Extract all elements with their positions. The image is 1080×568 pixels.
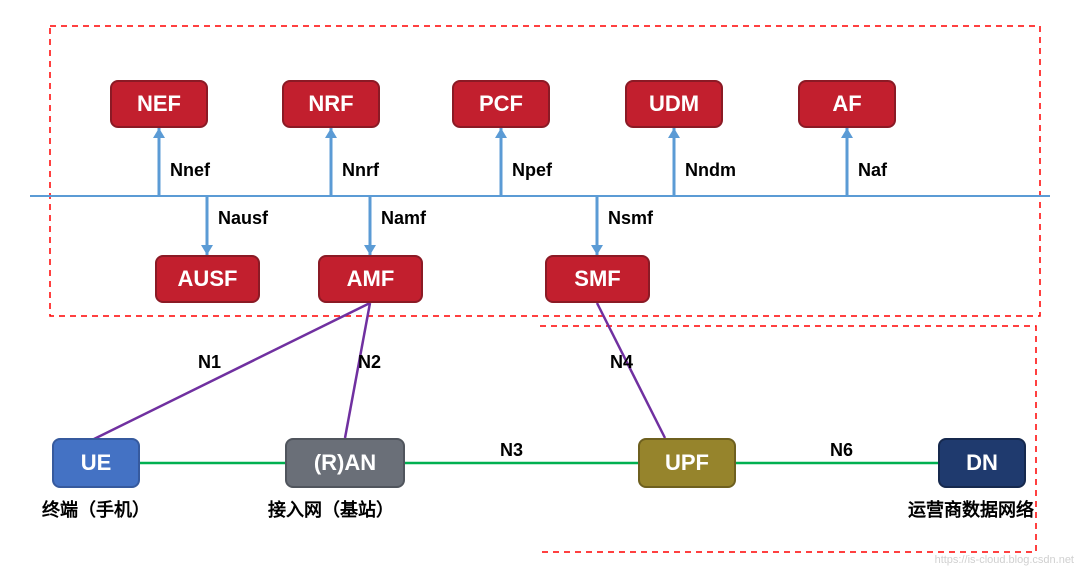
ue-sublabel: 终端（手机） <box>42 496 150 522</box>
smf-box: SMF <box>545 255 650 303</box>
nef-box: NEF <box>110 80 208 128</box>
smf-iface-label: Nsmf <box>608 208 653 229</box>
n1-label: N1 <box>198 352 221 373</box>
nef-iface-label: Nnef <box>170 160 210 181</box>
dn-box: DN <box>938 438 1026 488</box>
pcf-box: PCF <box>452 80 550 128</box>
pcf-iface-label: Npef <box>512 160 552 181</box>
nrf-box: NRF <box>282 80 380 128</box>
udm-box: UDM <box>625 80 723 128</box>
udm-iface-label: Nndm <box>685 160 736 181</box>
ran-box: (R)AN <box>285 438 405 488</box>
ran-sublabel: 接入网（基站） <box>268 496 394 522</box>
watermark-url: https://is-cloud.blog.csdn.net <box>935 554 1074 566</box>
n3_b-label: N3 <box>500 440 523 461</box>
ue-box: UE <box>52 438 140 488</box>
n6-label: N6 <box>830 440 853 461</box>
af-box: AF <box>798 80 896 128</box>
dn-sublabel: 运营商数据网络 <box>908 496 1034 522</box>
upf-box: UPF <box>638 438 736 488</box>
diagram-canvas: https://is-cloud.blog.csdn.net NEF Nnef NR… <box>0 0 1080 568</box>
nrf-iface-label: Nnrf <box>342 160 379 181</box>
af-iface-label: Naf <box>858 160 887 181</box>
amf-box: AMF <box>318 255 423 303</box>
n2-label: N2 <box>358 352 381 373</box>
ausf-box: AUSF <box>155 255 260 303</box>
n4-label: N4 <box>610 352 633 373</box>
amf-iface-label: Namf <box>381 208 426 229</box>
ausf-iface-label: Nausf <box>218 208 268 229</box>
